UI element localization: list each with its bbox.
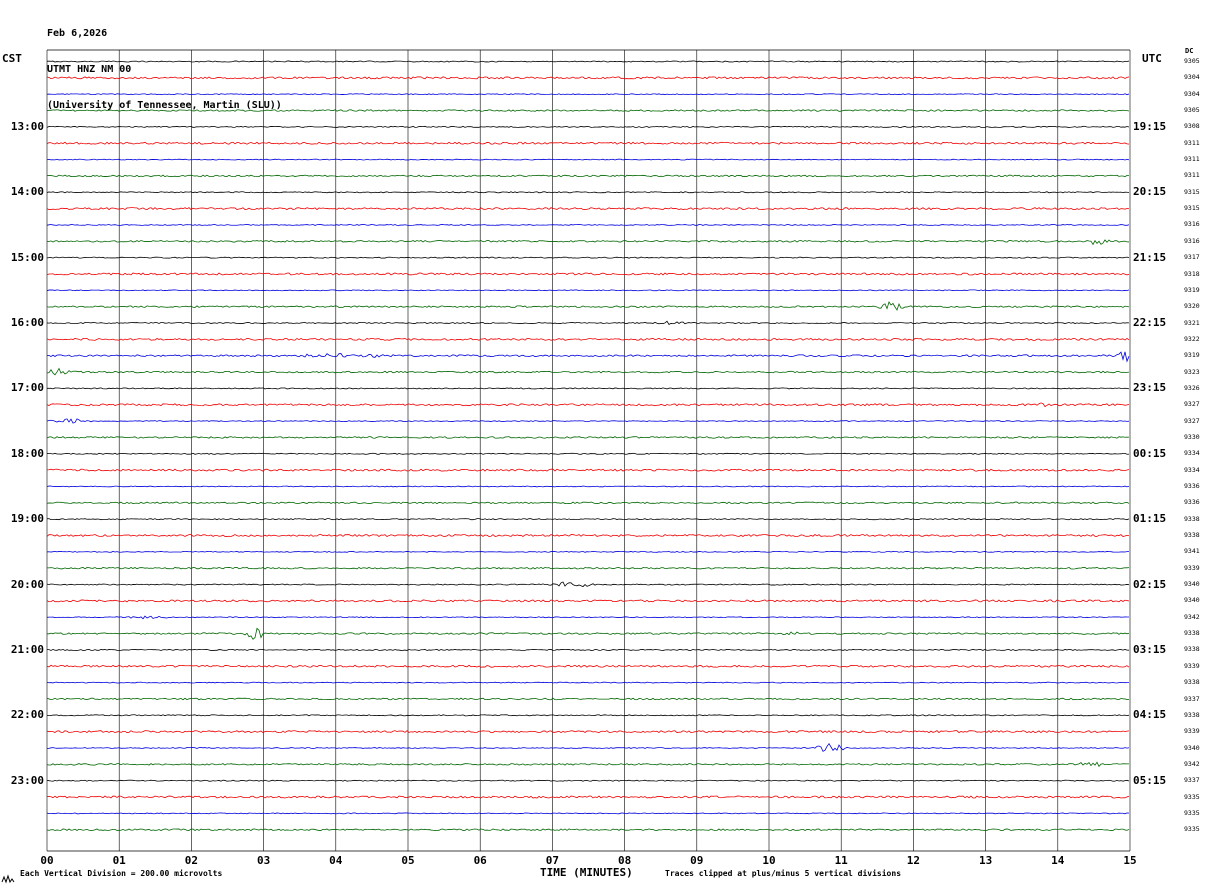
seismo-trace-1830 [46, 485, 1130, 488]
left-axis-label: CST [2, 52, 22, 65]
seismo-trace-1645 [46, 367, 1130, 376]
seismo-trace-1745 [46, 436, 1130, 439]
seismo-trace-1900 [46, 518, 1130, 521]
title-station: UTMT HNZ NM 00 [47, 64, 132, 75]
seismo-trace-1330 [46, 158, 1130, 161]
seismo-trace-1500 [46, 256, 1130, 259]
seismo-trace-1715 [46, 402, 1130, 408]
title-date: Feb 6,2026 [47, 28, 108, 39]
seismo-trace-1815 [46, 468, 1130, 472]
seismo-trace-1215 [46, 76, 1130, 80]
seismo-trace-1930 [46, 550, 1130, 553]
seismo-trace-2230 [46, 742, 1130, 752]
seismo-trace-1230 [46, 93, 1130, 96]
seismo-trace-2200 [46, 714, 1130, 717]
seismo-trace-1700 [46, 387, 1130, 390]
seismo-trace-1315 [46, 141, 1130, 145]
seismo-trace-1530 [46, 289, 1130, 292]
seismo-trace-2345 [46, 828, 1130, 831]
seismo-trace-2045 [46, 627, 1130, 640]
seismo-trace-2100 [46, 648, 1130, 651]
dc-column-header: DC [1185, 47, 1194, 55]
seismo-trace-1545 [46, 301, 1130, 311]
seismo-trace-2215 [46, 730, 1130, 734]
seismo-trace-1600 [46, 320, 1130, 325]
seismo-trace-1515 [46, 272, 1130, 276]
seismo-trace-1345 [46, 174, 1130, 178]
x-axis-title: TIME (MINUTES) [540, 866, 633, 879]
seismo-trace-2130 [46, 681, 1130, 684]
right-axis-label: UTC [1142, 52, 1162, 65]
seismo-trace-1730 [46, 418, 1130, 424]
seismo-trace-1300 [46, 125, 1130, 128]
seismo-trace-2330 [46, 812, 1130, 815]
seismo-trace-2115 [46, 664, 1130, 668]
seismo-trace-1845 [46, 501, 1130, 505]
seismo-trace-1245 [46, 109, 1130, 112]
seismo-trace-1630 [46, 351, 1130, 363]
seismo-trace-2145 [46, 697, 1130, 701]
logo-squiggle [1, 874, 15, 884]
seismo-trace-1800 [46, 452, 1130, 455]
seismo-trace-2315 [46, 795, 1130, 799]
seismo-trace-1915 [46, 533, 1130, 538]
seismo-trace-2000 [46, 581, 1130, 588]
seismo-trace-1445 [46, 239, 1130, 246]
seismo-trace-1200 [46, 60, 1130, 63]
seismo-trace-1945 [46, 566, 1130, 570]
scale-note: Each Vertical Division = 200.00 microvol… [20, 869, 223, 878]
seismo-trace-1430 [46, 224, 1130, 226]
seismo-trace-2300 [46, 779, 1130, 782]
seismo-trace-1415 [46, 207, 1130, 211]
clip-note: Traces clipped at plus/minus 5 vertical … [665, 869, 902, 878]
seismo-trace-2030 [46, 615, 1130, 620]
seismo-trace-2015 [46, 599, 1130, 603]
seismo-trace-2245 [46, 761, 1129, 768]
seismo-trace-1400 [46, 191, 1130, 194]
seismo-trace-1615 [46, 337, 1130, 341]
